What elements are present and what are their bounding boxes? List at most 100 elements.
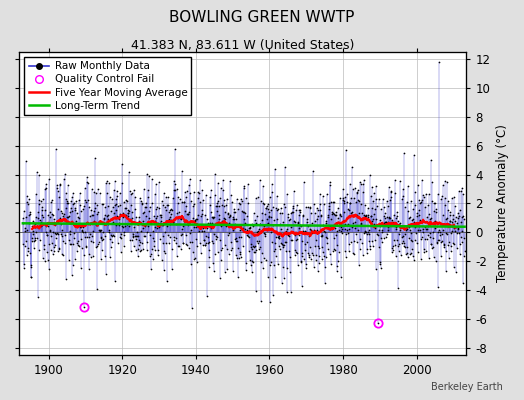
Point <box>135 218 144 224</box>
Point <box>160 267 168 273</box>
Point <box>400 240 409 246</box>
Point <box>118 214 127 221</box>
Point <box>414 212 423 218</box>
Point <box>359 230 368 236</box>
Point <box>450 264 458 270</box>
Point <box>168 246 177 253</box>
Point <box>244 199 253 206</box>
Point <box>363 231 372 237</box>
Point <box>47 246 55 253</box>
Point <box>369 190 378 196</box>
Point <box>365 238 373 244</box>
Point <box>219 221 227 227</box>
Point <box>234 206 243 212</box>
Point <box>325 251 334 257</box>
Point <box>145 214 154 221</box>
Point <box>241 226 249 232</box>
Point <box>93 243 101 249</box>
Point <box>308 230 316 236</box>
Point <box>137 198 145 204</box>
Point <box>374 222 382 228</box>
Point <box>270 262 278 268</box>
Point <box>443 214 452 221</box>
Point <box>236 201 244 208</box>
Point <box>447 248 455 254</box>
Point <box>209 240 217 246</box>
Point <box>288 229 296 236</box>
Point <box>100 204 108 210</box>
Point <box>43 257 52 264</box>
Point <box>382 218 390 225</box>
Point <box>191 217 199 223</box>
Point <box>19 241 27 248</box>
Point <box>156 220 164 226</box>
Point <box>354 186 363 193</box>
Point <box>324 214 332 220</box>
Point <box>350 195 358 202</box>
Point <box>278 210 287 216</box>
Point <box>322 254 330 260</box>
Point <box>53 230 61 236</box>
Point <box>143 239 151 246</box>
Point <box>147 266 156 272</box>
Point <box>139 225 147 231</box>
Point <box>31 190 40 197</box>
Point <box>178 226 187 232</box>
Point <box>184 222 192 228</box>
Point <box>56 215 64 221</box>
Point <box>367 193 375 199</box>
Point <box>89 212 97 218</box>
Point <box>201 242 209 248</box>
Point <box>314 252 323 259</box>
Point <box>117 223 126 230</box>
Point <box>373 203 381 209</box>
Point <box>404 182 412 189</box>
Point <box>432 206 440 213</box>
Point <box>214 198 222 205</box>
Point <box>425 230 434 236</box>
Point <box>343 226 351 233</box>
Point <box>300 229 308 236</box>
Point <box>111 278 119 285</box>
Point <box>41 186 49 193</box>
Point <box>153 225 161 231</box>
Point <box>145 208 153 214</box>
Point <box>296 209 304 215</box>
Point <box>293 236 301 243</box>
Point <box>255 226 263 232</box>
Point <box>138 240 146 246</box>
Point <box>47 199 56 205</box>
Point <box>128 233 137 239</box>
Point <box>413 227 422 233</box>
Point <box>24 245 32 251</box>
Point <box>301 241 309 247</box>
Point <box>187 198 195 204</box>
Point <box>86 230 94 237</box>
Point <box>109 218 117 225</box>
Point <box>249 223 258 230</box>
Point <box>288 209 296 216</box>
Point <box>181 202 190 209</box>
Point <box>88 212 96 218</box>
Point <box>223 266 231 273</box>
Point <box>157 222 166 228</box>
Point <box>123 221 132 228</box>
Point <box>287 237 296 244</box>
Point <box>393 237 401 244</box>
Point <box>166 207 174 214</box>
Point <box>119 198 128 205</box>
Point <box>399 186 407 192</box>
Point <box>188 304 196 311</box>
Point <box>82 174 91 180</box>
Point <box>167 211 175 218</box>
Point <box>411 202 419 209</box>
Point <box>407 237 416 244</box>
Point <box>186 239 194 245</box>
Point <box>215 203 223 209</box>
Point <box>452 224 460 230</box>
Point <box>316 213 325 219</box>
Point <box>406 230 414 236</box>
Point <box>150 212 158 219</box>
Point <box>209 260 217 266</box>
Point <box>397 252 405 258</box>
